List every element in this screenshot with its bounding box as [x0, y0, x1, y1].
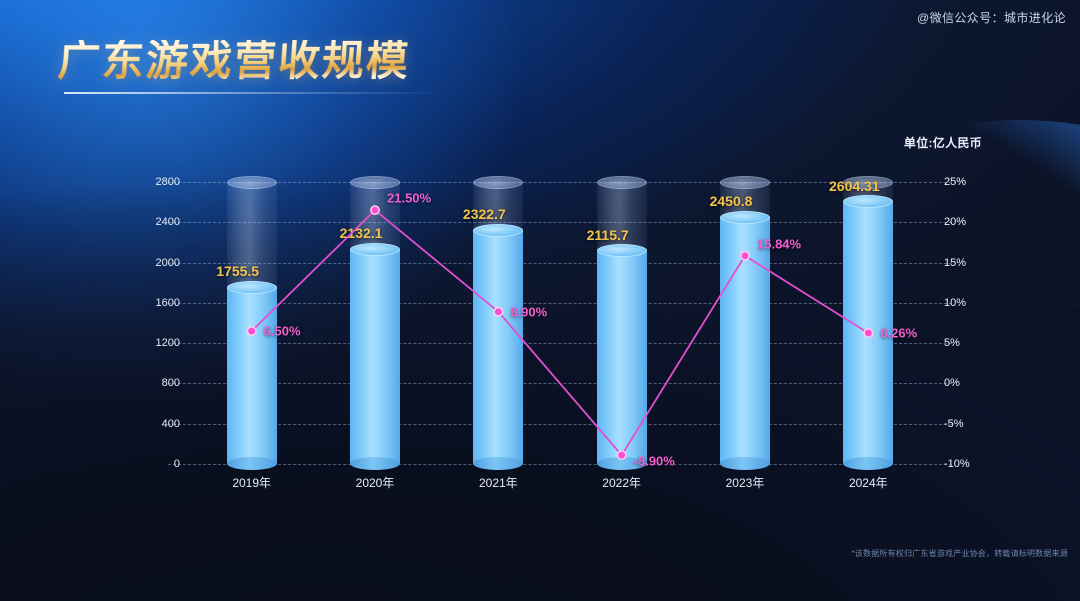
y-axis-tick-left: 2800	[155, 176, 180, 188]
bar-ghost-cylinder	[226, 175, 277, 288]
bar-ghost-top-ellipse	[226, 175, 277, 189]
y-axis-tick-left: 2000	[155, 256, 180, 269]
bar-ghost-cylinder	[596, 175, 647, 251]
gridline	[168, 423, 952, 425]
bar-column[interactable]	[596, 175, 647, 471]
y-axis-tick-left: 400	[161, 417, 180, 430]
gridline	[168, 222, 952, 224]
bar-value-label: 1755.5	[216, 263, 260, 280]
x-axis-tick-label: 2022年	[602, 476, 641, 490]
bar-ghost-body	[473, 182, 524, 231]
line-data-point[interactable]	[616, 450, 627, 461]
bar-column[interactable]	[473, 175, 524, 471]
gridline	[168, 464, 952, 465]
y-axis-tick-right: 20%	[944, 216, 967, 229]
bar-ghost-top-ellipse	[350, 175, 400, 189]
watermark: @微信公众号：城市进化论	[917, 11, 1066, 25]
y-axis-tick-left: 2400	[155, 216, 180, 229]
x-axis-tick-label: 2024年	[848, 476, 888, 490]
bar-column[interactable]	[226, 175, 277, 471]
bar-top-ellipse	[350, 242, 400, 256]
y-axis-tick-left: 1200	[155, 337, 180, 350]
gridline	[168, 343, 952, 345]
bar-column[interactable]	[350, 175, 400, 471]
bar-body	[350, 249, 400, 464]
y-axis-tick-right: -5%	[944, 417, 964, 430]
bar-ghost-top-ellipse	[720, 175, 770, 189]
x-axis-tick-label: 2023年	[725, 476, 765, 490]
title-underline	[64, 92, 444, 94]
y-axis-tick-left: 800	[161, 377, 180, 390]
bar-body	[226, 287, 277, 464]
y-axis-tick-right: -10%	[944, 458, 970, 470]
footnote: *该数据所有权归广东省游戏产业协会，转载请标明数据来源	[851, 549, 1068, 558]
bar-value-label: 2604.31	[829, 177, 880, 194]
y-axis-tick-right: 15%	[944, 256, 967, 269]
bar-ghost-body	[226, 182, 277, 288]
bar-top-ellipse	[226, 280, 277, 294]
bar-ghost-body	[596, 182, 647, 251]
growth-rate-label: 6.50%	[263, 323, 301, 339]
bar-ghost-cylinder	[473, 175, 524, 231]
growth-rate-label: 21.50%	[387, 190, 432, 206]
gridline	[168, 182, 952, 183]
x-axis-labels: 2019年 2020年 2021年 2022年 2023年 2024年	[190, 474, 930, 494]
y-axis-tick-left: 0	[173, 458, 180, 470]
bar-bottom-ellipse	[596, 457, 647, 471]
bar-bottom-ellipse	[350, 457, 400, 471]
growth-rate-label: 15.84%	[757, 236, 802, 252]
bar-value-cylinder[interactable]	[473, 223, 524, 471]
growth-rate-label: 6.26%	[880, 325, 918, 341]
gridline	[168, 302, 952, 304]
bar-bottom-ellipse	[473, 457, 524, 471]
line-data-point[interactable]	[246, 326, 257, 336]
bar-bottom-ellipse	[843, 457, 894, 471]
bar-bottom-ellipse	[720, 457, 770, 471]
plot-region: 2800 2400 2000 1600 1200 800 400 0 25% 20% 15% 10% 5…	[156, 175, 970, 471]
bar-value-label: 2132.1	[339, 225, 383, 242]
growth-rate-line	[251, 208, 869, 457]
bar-ghost-top-ellipse	[473, 175, 524, 189]
bar-value-label: 2322.7	[462, 206, 506, 223]
y-axis-tick-right: 5%	[944, 337, 960, 350]
line-data-point[interactable]	[370, 205, 380, 216]
bar-top-ellipse	[720, 210, 770, 224]
x-axis-tick-label: 2020年	[355, 476, 395, 490]
growth-rate-line-chart	[246, 205, 874, 461]
y-axis-tick-left: 1600	[155, 296, 180, 309]
bar-top-ellipse	[596, 244, 647, 258]
gridline	[168, 262, 952, 264]
bar-ghost-body	[350, 182, 400, 250]
growth-rate-label: -8.90%	[633, 453, 675, 469]
x-axis-tick-label: 2019年	[232, 476, 272, 490]
line-data-point[interactable]	[493, 306, 504, 317]
unit-note: 单位:亿人民币	[903, 136, 982, 150]
line-data-point[interactable]	[863, 328, 874, 338]
y-axis-tick-right: 10%	[944, 296, 967, 309]
bar-ghost-cylinder	[350, 175, 400, 250]
bar-bottom-ellipse	[226, 457, 277, 471]
bar-body	[473, 230, 524, 464]
bar-top-ellipse	[473, 223, 524, 237]
growth-rate-label: 8.90%	[510, 304, 548, 320]
bar-ghost-cylinder	[720, 175, 770, 218]
y-axis-tick-right: 25%	[944, 176, 967, 188]
bar-ghost-top-ellipse	[843, 175, 894, 189]
bar-ghost-top-ellipse	[596, 175, 647, 189]
bar-value-label: 2115.7	[586, 226, 629, 243]
x-axis-tick-label: 2021年	[478, 476, 518, 490]
bar-top-ellipse	[843, 195, 894, 209]
bar-value-label: 2450.8	[709, 193, 753, 210]
line-data-point[interactable]	[740, 250, 750, 261]
bar-value-cylinder[interactable]	[350, 242, 400, 471]
page-title-group: 广东游戏营收规模	[56, 36, 444, 94]
bar-value-cylinder[interactable]	[226, 280, 277, 471]
y-axis-tick-right: 0%	[944, 377, 960, 390]
